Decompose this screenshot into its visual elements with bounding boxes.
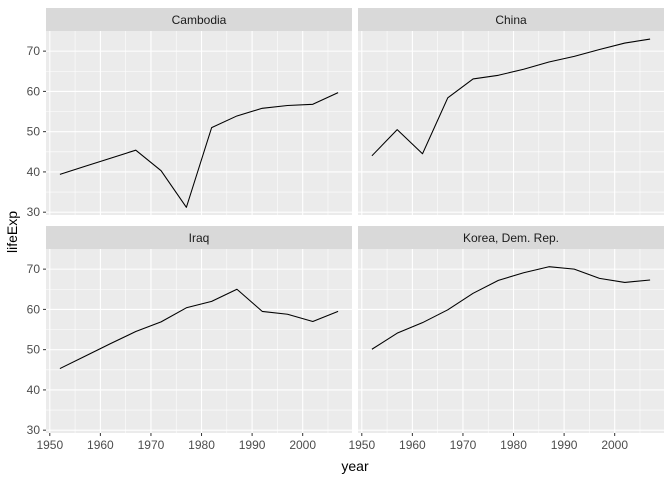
series-line-korea-dem-rep	[371, 266, 651, 350]
x-tick-label: 1960	[399, 438, 426, 452]
x-axis-title: year	[341, 458, 369, 474]
x-tick-label: 1990	[551, 438, 578, 452]
panel-background	[358, 249, 664, 433]
facet-strip-cambodia	[46, 8, 352, 31]
y-tick-label: 60	[27, 84, 41, 98]
facet-strip-label: Korea, Dem. Rep.	[463, 231, 559, 245]
x-tick-label: 2000	[289, 438, 316, 452]
facet-strip-label: Iraq	[189, 231, 210, 245]
series-line-cambodia	[59, 92, 339, 208]
x-tick-label: 1980	[188, 438, 215, 452]
x-tick-label: 1970	[138, 438, 165, 452]
x-tick-label: 2000	[601, 438, 628, 452]
panel-background	[46, 31, 352, 215]
panel-background	[46, 249, 352, 433]
x-tick-label: 1970	[450, 438, 477, 452]
facet-korea-dem-rep: Korea, Dem. Rep.	[358, 226, 664, 433]
facet-strip-china	[358, 8, 664, 31]
y-tick-label: 30	[27, 205, 41, 219]
facet-strip-iraq	[46, 226, 352, 249]
y-axis-title: lifeExp	[4, 211, 20, 253]
x-tick-label: 1950	[36, 438, 63, 452]
series-line-iraq	[59, 288, 339, 370]
facet-china: China	[358, 8, 664, 215]
facet-strip-label: China	[495, 13, 527, 27]
facet-strip-korea-dem-rep	[358, 226, 664, 249]
y-axis-tick-labels: 30 40 50 60 70 30 40 50 60 70	[27, 44, 46, 437]
facet-strip-label: Cambodia	[172, 13, 227, 27]
y-tick-label: 30	[27, 423, 41, 437]
x-tick-label: 1950	[348, 438, 375, 452]
facet-cambodia: Cambodia	[46, 8, 352, 215]
x-tick-label: 1960	[87, 438, 114, 452]
y-tick-label: 50	[27, 125, 41, 139]
panel-background	[358, 31, 664, 215]
y-tick-label: 70	[27, 262, 41, 276]
y-tick-label: 50	[27, 343, 41, 357]
y-tick-label: 60	[27, 302, 41, 316]
facet-iraq: Iraq	[46, 226, 352, 433]
y-tick-label: 70	[27, 44, 41, 58]
x-tick-label: 1990	[239, 438, 266, 452]
x-tick-label: 1980	[500, 438, 527, 452]
x-axis-tick-labels: 1950 1960 1970 1980 1990 2000 1950 1960 1970 1980…	[36, 433, 628, 452]
y-tick-label: 40	[27, 383, 41, 397]
facet-panels: Cambodia China Iraq Korea, Dem. Rep.	[46, 8, 664, 433]
series-line-china	[371, 38, 651, 157]
y-tick-label: 40	[27, 165, 41, 179]
